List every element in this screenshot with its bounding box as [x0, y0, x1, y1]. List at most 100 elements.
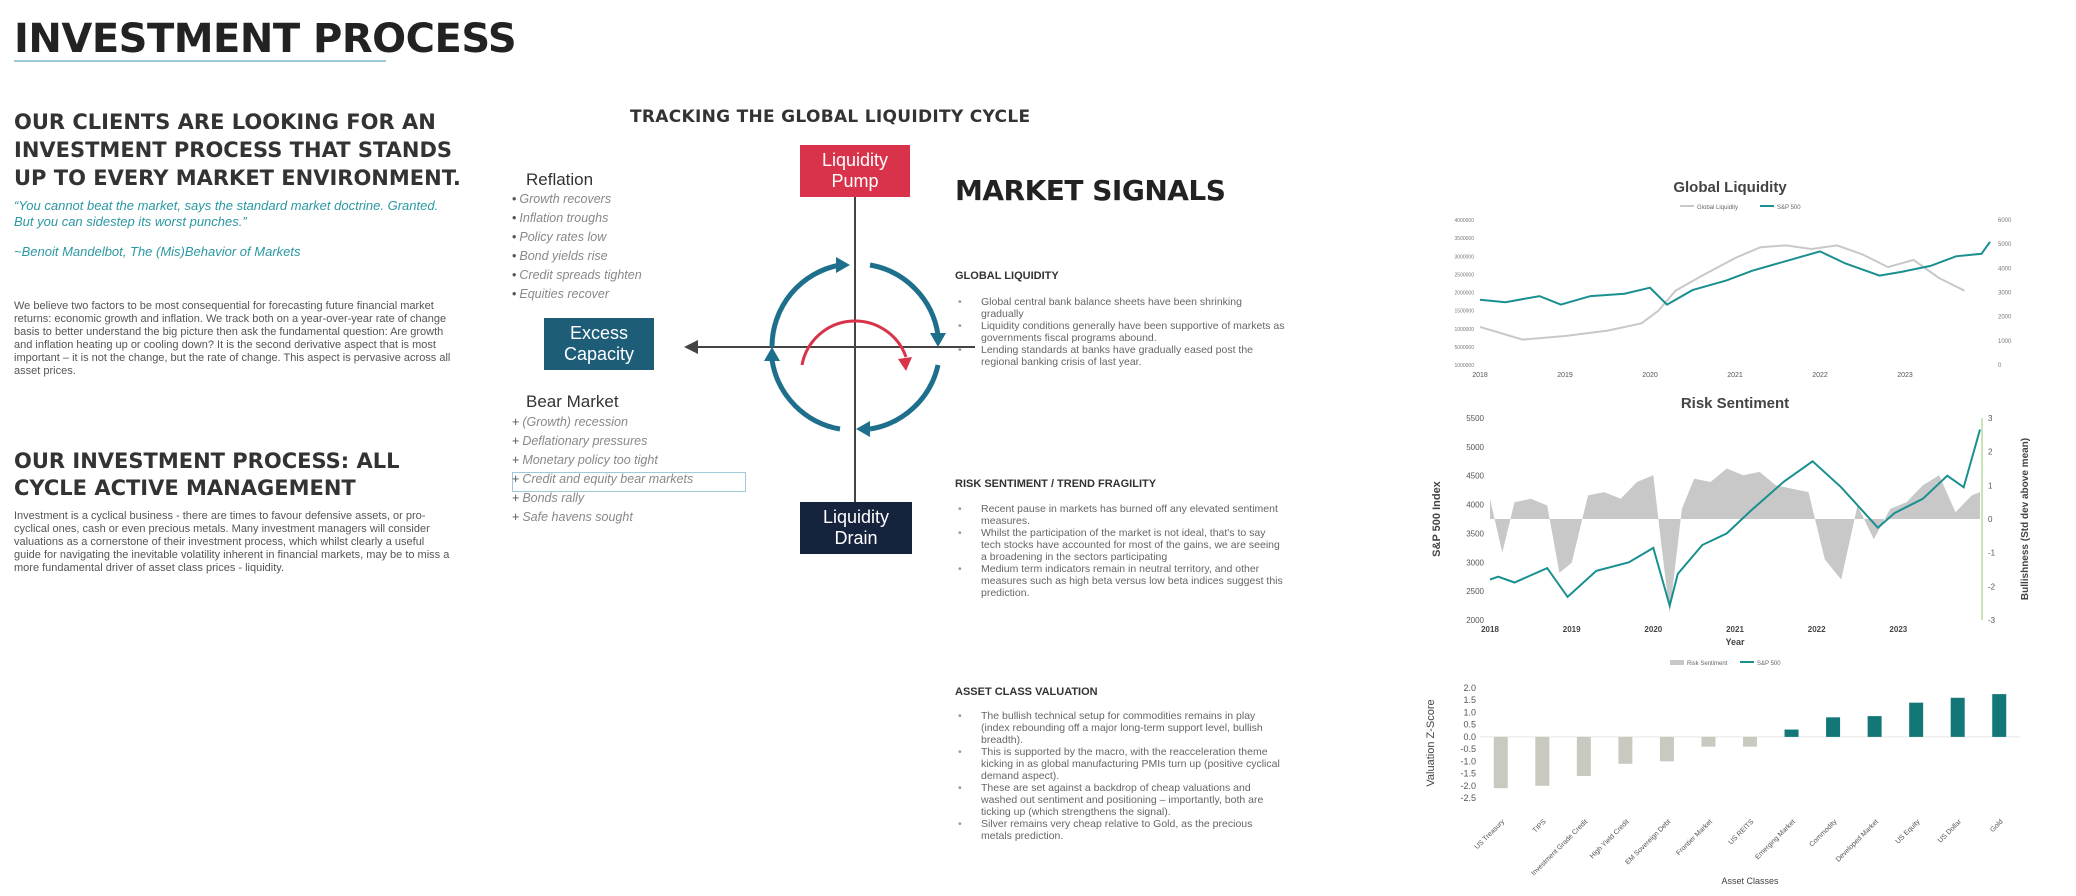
chart-title: Risk Sentiment	[1681, 395, 1789, 412]
cycle-diagram-title: TRACKING THE GLOBAL LIQUIDITY CYCLE	[630, 107, 1031, 127]
liquidity-drain-box: Liquidity Drain	[800, 502, 912, 554]
cycle-arcs	[769, 262, 941, 432]
liquidity-pump-box: Liquidity Pump	[800, 145, 910, 197]
x-tick-label: 2023	[1889, 625, 1907, 634]
x-tick-label: 2019	[1563, 625, 1581, 634]
bear-item: + Deflationary pressures	[512, 434, 648, 448]
x-tick-label: 2022	[1808, 625, 1826, 634]
global-liquidity-heading: GLOBAL LIQUIDITY	[955, 270, 1059, 282]
category-label: US Treasury	[1474, 818, 1507, 851]
cycle-arrowheads	[764, 257, 946, 437]
y-tick-label: 5000000	[1455, 345, 1475, 351]
y-tick-label: 2500000	[1455, 272, 1475, 278]
y-tick-label: 3500000	[1455, 236, 1475, 242]
category-label: Developed Market	[1835, 818, 1880, 863]
y2-tick-label: 5000	[1998, 242, 2012, 248]
category-label: Frontier Market	[1675, 818, 1714, 857]
quote-author: ~Benoit Mandelbot, The (Mis)Behavior of …	[14, 244, 301, 259]
y-tick-label: -2.0	[1460, 781, 1476, 791]
category-label: Commodity	[1809, 818, 1839, 848]
intro-paragraph: We believe two factors to be most conseq…	[14, 300, 451, 377]
page-title: INVESTMENT PROCESS	[14, 16, 517, 62]
lead-heading: OUR CLIENTS ARE LOOKING FOR AN INVESTMEN…	[14, 110, 461, 190]
y-tick-label: 2000000	[1455, 291, 1475, 297]
reflation-item: • Inflation troughs	[512, 211, 609, 225]
category-label: EM Sovereign Debt	[1624, 818, 1672, 866]
signal-item: Recent pause in markets has burned off a…	[955, 503, 1285, 527]
y2-tick-label: 3	[1988, 414, 1993, 423]
category-label: US Dollar	[1937, 818, 1964, 845]
y-tick-label: 4000000	[1455, 218, 1475, 224]
bar	[1576, 736, 1591, 776]
x-axis-label: Asset Classes	[1721, 876, 1779, 886]
sp500-line	[1489, 429, 1981, 610]
signal-item: Silver remains very cheap relative to Go…	[955, 818, 1285, 842]
bar	[1618, 736, 1633, 764]
y-tick-label: 3500	[1466, 529, 1484, 538]
bear-market-title: Bear Market	[526, 392, 619, 411]
y-tick-label: 1.0	[1463, 707, 1476, 717]
asset-class-valuation-heading: ASSET CLASS VALUATION	[955, 686, 1098, 698]
x-tick-label: 2022	[1812, 372, 1828, 379]
risk-sentiment-list: Recent pause in markets has burned off a…	[955, 503, 1285, 599]
y-tick-label: 2500	[1466, 587, 1484, 596]
global-liquidity-chart: Global Liquidity Global Liquidity S&P 500 1…	[1455, 179, 2012, 379]
y2-tick-label: 4000	[1998, 266, 2012, 272]
y2-tick-label: 1000	[1998, 339, 2012, 345]
risk-sentiment-chart: Risk Sentiment 2000 2500 3000 3500 4000 4500 50…	[1431, 395, 2031, 667]
bar	[1992, 694, 2007, 737]
x-tick-label: 2019	[1557, 372, 1573, 379]
y-tick-label: -2.5	[1460, 793, 1476, 803]
inner-red-arc	[800, 319, 908, 366]
y2-tick-label: 2000	[1998, 315, 2012, 321]
bear-item: + Credit and equity bear markets	[512, 472, 694, 486]
signal-item: Global central bank balance sheets have …	[955, 296, 1285, 320]
legend-label: Global Liquidity	[1697, 205, 1738, 211]
y-tick-label: 0.5	[1463, 720, 1476, 730]
y2-tick-label: 6000	[1998, 218, 2012, 224]
bar	[1743, 736, 1757, 747]
x-tick-label: 2021	[1727, 372, 1743, 379]
bear-item: + (Growth) recession	[512, 415, 628, 429]
bar	[1701, 736, 1716, 747]
y-tick-label: 4000	[1466, 501, 1484, 510]
category-label: US REITS	[1728, 818, 1756, 846]
signal-item: Lending standards at banks have graduall…	[955, 344, 1285, 368]
signal-item: Whilst the participation of the market i…	[955, 527, 1285, 563]
bear-market-list: + (Growth) recession + Deflationary pressu…	[512, 413, 693, 527]
reflation-item: • Equities recover	[512, 287, 610, 301]
y-tick-label: 4500	[1466, 472, 1484, 481]
y-tick-label: -1.0	[1460, 756, 1476, 766]
y2-tick-label: -1	[1988, 549, 1996, 558]
bar	[1826, 717, 1841, 737]
x-tick-label: 2023	[1897, 372, 1913, 379]
market-signals-title: MARKET SIGNALS	[955, 174, 1226, 207]
y-tick-label: 5000	[1466, 443, 1484, 452]
chart-title: Global Liquidity	[1673, 179, 1787, 196]
legend-label: S&P 500	[1777, 205, 1801, 211]
cycle-diagram	[684, 183, 975, 522]
x-tick-label: 2018	[1481, 625, 1499, 634]
y-tick-label: 0.0	[1463, 732, 1476, 742]
reflation-item: • Bond yields rise	[512, 249, 608, 263]
bear-item: + Safe havens sought	[512, 510, 633, 524]
quote-text: “You cannot beat the market, says the st…	[14, 198, 439, 229]
x-axis-label: Year	[1725, 637, 1745, 647]
reflation-item: • Policy rates low	[512, 230, 607, 244]
series-line	[1479, 241, 1991, 306]
y-tick-label: 1.5	[1463, 695, 1476, 705]
axis-arrow-left	[684, 340, 698, 354]
risk-sentiment-heading: RISK SENTIMENT / TREND FRAGILITY	[955, 478, 1157, 490]
bar	[1950, 697, 1965, 737]
y-axis-label: S&P 500 Index	[1431, 480, 1443, 556]
y-tick-label: 1500000	[1455, 309, 1475, 315]
bar	[1535, 736, 1550, 786]
y2-tick-label: 3000	[1998, 291, 2012, 297]
title-underline	[14, 60, 386, 62]
y-tick-label: 3000000	[1455, 254, 1475, 260]
global-liquidity-list: Global central bank balance sheets have …	[955, 296, 1285, 368]
y2-tick-label: -2	[1988, 582, 1996, 591]
y-tick-label: 5500	[1466, 414, 1484, 423]
category-label: US Equity	[1895, 818, 1922, 845]
y-tick-label: 3000	[1466, 558, 1484, 567]
